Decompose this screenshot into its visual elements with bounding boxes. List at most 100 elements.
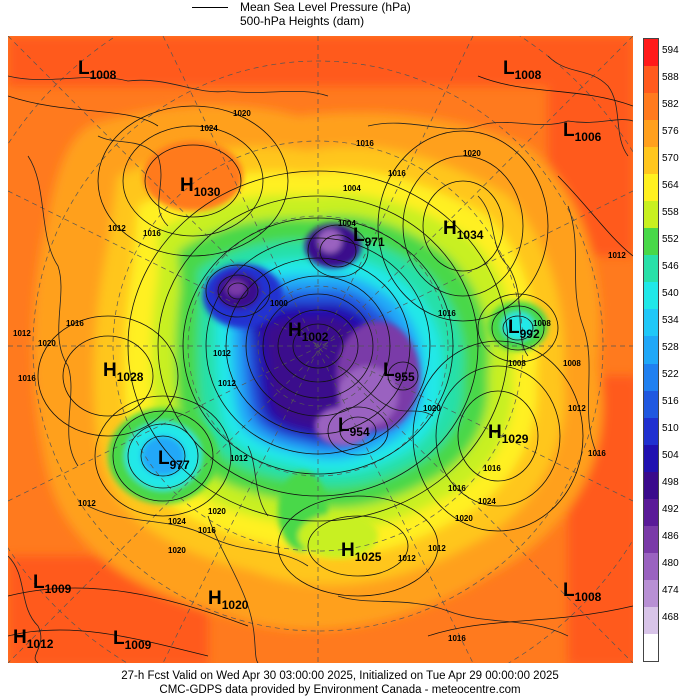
isobar-value-label: 1012 [428, 544, 446, 553]
colorbar-cell [644, 282, 658, 310]
colorbar-label: 516 [662, 396, 679, 408]
colorbar-label: 594 [662, 44, 679, 56]
isobar-value-label: 1016 [66, 319, 84, 328]
isobar-value-label: 1020 [463, 149, 481, 158]
colorbar-label: 528 [662, 342, 679, 353]
colorbar-cell [644, 66, 658, 94]
colorbar-label: 522 [662, 369, 679, 381]
isobar-labels: 1024 1020 1016 1012 1004 1016 1024 1020 1012 1020… [13, 109, 626, 643]
isobar-value-label: 1020 [38, 339, 56, 348]
low-pressure-marker: L1008 [78, 58, 117, 82]
colorbar-cell [644, 525, 658, 554]
colorbar-label: 480 [662, 558, 679, 570]
isobar-value-label: 1016 [448, 634, 466, 643]
colorbar-cell [644, 444, 658, 473]
low-pressure-marker: L1008 [503, 58, 542, 82]
high-pressure-marker: H1028 [103, 360, 144, 384]
isobar-value-label: 1024 [168, 517, 186, 526]
data-credit-footer: CMC-GDPS data provided by Environment Ca… [159, 684, 521, 696]
pressure-system-markers: L1008 L1008 L1006 H1030 H1034 L971 H1028 H1029 L… [13, 58, 602, 652]
colorbar-cell [644, 579, 658, 608]
colorbar-cell [644, 255, 658, 283]
forecast-info-footer: 27-h Fcst Valid on Wed Apr 30 03:00:00 2… [121, 670, 559, 682]
isobar-value-label: 1008 [563, 359, 581, 368]
isobar-value-label: 1020 [168, 546, 186, 555]
isobar-value-label: 1012 [218, 379, 236, 388]
map-header: Mean Sea Level Pressure (hPa) 500-hPa He… [0, 0, 680, 36]
low-pressure-marker: L1008 [563, 580, 602, 604]
isobar-value-label: 1012 [108, 224, 126, 233]
colorbar-cell [644, 633, 658, 662]
colorbar-cell [644, 390, 658, 419]
high-pressure-marker: H1029 [488, 422, 529, 446]
isobar-value-label: 1016 [483, 464, 501, 473]
isobar-value-label: 1004 [338, 219, 356, 228]
isobar-value-label: 1004 [343, 184, 361, 193]
high-pressure-marker: H1034 [443, 218, 484, 242]
colorbar-label: 546 [662, 260, 679, 272]
colorbar-label: 540 [662, 287, 679, 299]
colorbar-label: 570 [662, 152, 679, 164]
isobar-value-label: 1020 [233, 109, 251, 118]
colorbar-label: 510 [662, 423, 679, 435]
colorbar-label: 474 [662, 585, 679, 597]
colorbar-label: 504 [662, 450, 679, 462]
colorbar-label: 576 [662, 125, 679, 137]
height-colorbar [643, 38, 659, 662]
isobars [8, 75, 633, 657]
colorbar-cell [644, 471, 658, 500]
isobar-value-label: 1000 [270, 299, 288, 308]
isobar-value-label: 1012 [78, 499, 96, 508]
colorbar-cell [644, 336, 658, 364]
isobar-value-label: 1012 [230, 454, 248, 463]
isobar-value-label: 1008 [533, 319, 551, 328]
mslp-legend-line [192, 7, 228, 8]
low-pressure-marker: L971 [353, 225, 385, 249]
low-pressure-marker: L977 [158, 448, 190, 472]
colorbar-cell [644, 39, 658, 67]
colorbar-cell [644, 228, 658, 256]
isobar-value-label: 1016 [388, 169, 406, 178]
low-pressure-marker: L1009 [113, 628, 152, 652]
weather-map: 1024 1020 1016 1012 1004 1016 1024 1020 1012 1020… [8, 36, 633, 663]
colorbar-cell [644, 498, 658, 527]
colorbar-label: 588 [662, 71, 679, 83]
low-pressure-marker: L955 [383, 360, 415, 384]
isobar-value-label: 1024 [478, 497, 496, 506]
colorbar-cell [644, 552, 658, 581]
isobar-value-label: 1012 [213, 349, 231, 358]
colorbar-cell [644, 174, 658, 202]
isobar-value-label: 1016 [356, 139, 374, 148]
isobar-value-label: 1012 [398, 554, 416, 563]
colorbar-cell [644, 363, 658, 392]
colorbar-label: 564 [662, 179, 679, 191]
isobar-value-label: 1024 [200, 124, 218, 133]
heights-legend-label: 500-hPa Heights (dam) [240, 14, 365, 28]
colorbar-cell [644, 201, 658, 229]
colorbar-cell [644, 93, 658, 121]
isobar-value-label: 1020 [208, 507, 226, 516]
colorbar-cell [644, 417, 658, 446]
high-pressure-marker: H1030 [180, 175, 221, 199]
isobar-value-label: 1016 [588, 449, 606, 458]
colorbar-cell [644, 147, 658, 175]
colorbar-label: 498 [662, 477, 679, 489]
low-pressure-marker: L954 [338, 415, 370, 439]
isobar-value-label: 1012 [568, 404, 586, 413]
colorbar-cell [644, 606, 658, 635]
low-pressure-marker: L1009 [33, 572, 72, 596]
low-pressure-marker: L1006 [563, 120, 602, 144]
isobar-value-label: 1016 [438, 309, 456, 318]
colorbar-label: 558 [662, 206, 679, 218]
colorbar-label: 582 [662, 98, 679, 110]
map-canvas: 1024 1020 1016 1012 1004 1016 1024 1020 1012 1020… [8, 36, 633, 663]
isobar-value-label: 1012 [608, 251, 626, 260]
colorbar-cell [644, 309, 658, 337]
colorbar-label: 492 [662, 504, 679, 516]
isobar-value-label: 1016 [18, 374, 36, 383]
high-pressure-marker: H1002 [288, 320, 329, 344]
colorbar-label: 468 [662, 612, 679, 624]
high-pressure-marker: H1025 [341, 540, 382, 564]
colorbar-label: 534 [662, 314, 679, 326]
high-pressure-marker: H1012 [13, 627, 54, 651]
